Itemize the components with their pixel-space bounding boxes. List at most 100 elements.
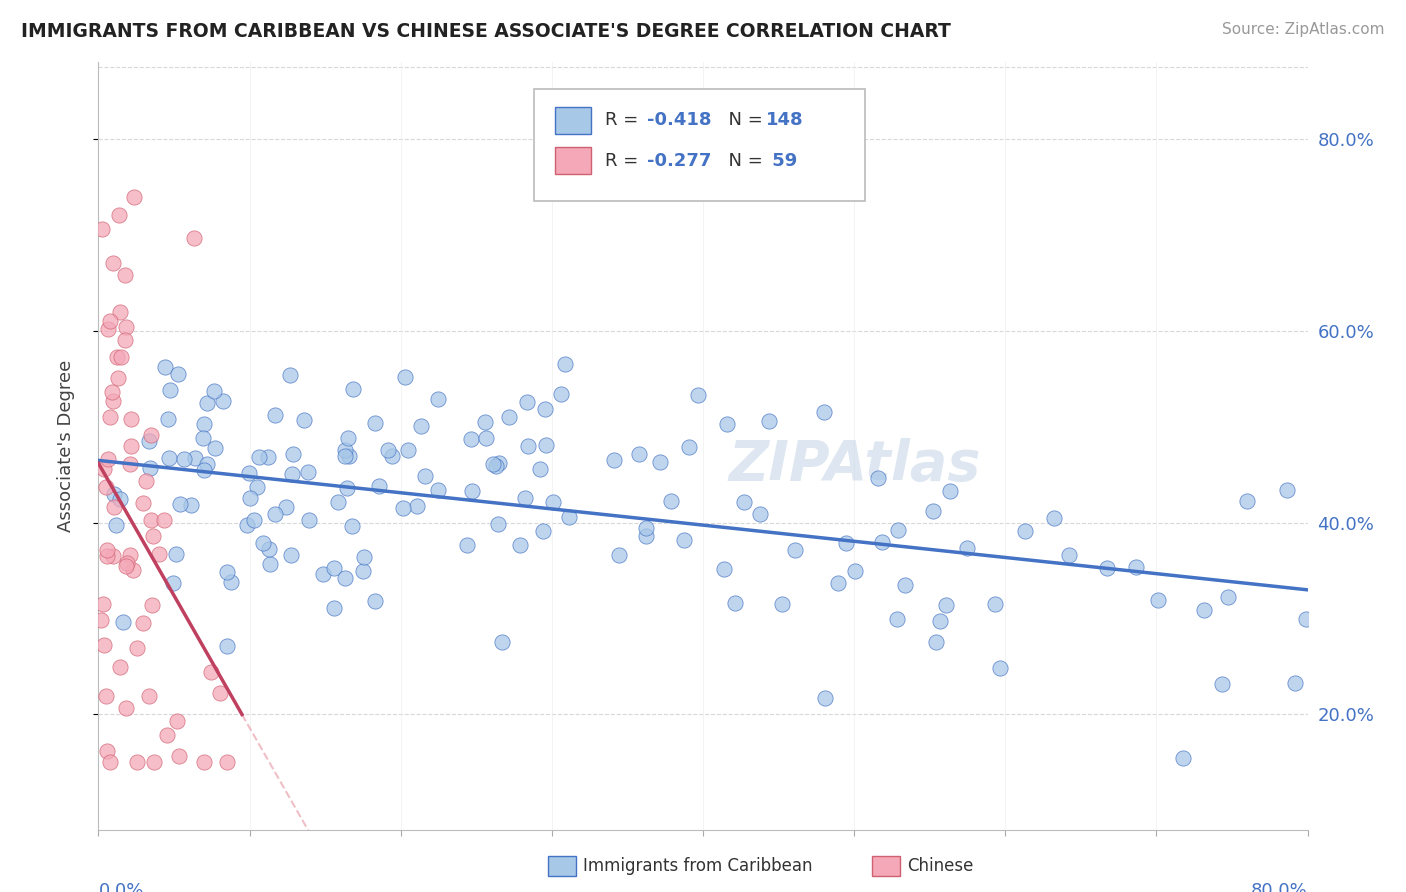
Point	[427, 392, 450, 407]
Point	[208, 686, 231, 700]
Point	[391, 501, 413, 516]
Point	[1043, 511, 1066, 525]
Point	[543, 494, 565, 508]
Point	[956, 541, 979, 555]
Point	[111, 615, 134, 629]
Point	[529, 461, 551, 475]
Point	[139, 428, 162, 442]
Point	[733, 495, 755, 509]
Point	[157, 412, 180, 426]
Point	[486, 517, 509, 532]
Point	[276, 500, 298, 514]
Text: R =: R =	[605, 152, 644, 169]
Point	[1194, 602, 1216, 616]
Text: -0.418: -0.418	[647, 112, 711, 129]
Point	[166, 714, 188, 728]
Point	[628, 447, 651, 461]
Point	[716, 417, 738, 431]
Point	[108, 491, 131, 506]
Point	[156, 728, 179, 742]
Point	[238, 466, 260, 480]
Point	[364, 594, 387, 608]
Point	[120, 457, 142, 471]
Point	[326, 495, 349, 509]
Point	[872, 535, 894, 549]
Point	[409, 418, 432, 433]
Point	[1216, 590, 1239, 604]
Point	[924, 635, 946, 649]
Point	[413, 468, 436, 483]
Point	[153, 513, 176, 527]
Point	[132, 496, 155, 510]
Point	[157, 450, 180, 465]
Point	[193, 431, 215, 445]
Point	[1057, 548, 1080, 562]
Point	[96, 452, 118, 467]
Point	[294, 413, 316, 427]
Point	[101, 255, 124, 269]
Text: IMMIGRANTS FROM CARIBBEAN VS CHINESE ASSOCIATE'S DEGREE CORRELATION CHART: IMMIGRANTS FROM CARIBBEAN VS CHINESE ASS…	[21, 22, 950, 41]
Point	[252, 535, 274, 549]
Point	[460, 432, 482, 446]
Point	[1173, 751, 1195, 765]
Point	[215, 639, 238, 653]
Point	[105, 518, 128, 533]
Point	[723, 596, 745, 610]
Point	[844, 564, 866, 578]
Point	[887, 523, 910, 537]
Point	[264, 408, 287, 422]
Point	[713, 562, 735, 576]
Point	[516, 394, 538, 409]
Point	[138, 690, 160, 704]
Point	[335, 442, 357, 457]
Text: Chinese: Chinese	[907, 857, 973, 875]
Point	[1095, 561, 1118, 575]
Point	[474, 430, 496, 444]
Point	[127, 641, 149, 656]
Point	[297, 465, 319, 479]
Point	[180, 498, 202, 512]
Point	[193, 417, 215, 431]
Text: 0.0%: 0.0%	[98, 882, 143, 892]
Point	[107, 371, 129, 385]
Point	[609, 548, 631, 562]
Point	[814, 690, 837, 705]
Point	[159, 383, 181, 397]
Point	[141, 598, 163, 612]
Point	[193, 756, 215, 770]
Point	[132, 616, 155, 631]
Point	[259, 557, 281, 571]
Point	[456, 538, 478, 552]
Text: R =: R =	[605, 112, 644, 129]
Point	[200, 665, 222, 679]
Point	[98, 314, 121, 328]
Point	[533, 402, 555, 417]
Point	[118, 548, 141, 562]
Point	[96, 549, 118, 564]
Point	[749, 507, 772, 521]
Point	[94, 689, 117, 703]
Point	[935, 598, 957, 612]
Point	[536, 437, 558, 451]
Point	[108, 305, 131, 319]
Point	[396, 442, 419, 457]
Point	[114, 334, 136, 348]
Point	[509, 538, 531, 552]
Text: 80.0%: 80.0%	[1251, 882, 1308, 892]
Point	[1014, 524, 1036, 538]
Point	[120, 439, 142, 453]
Point	[281, 447, 304, 461]
Point	[688, 388, 710, 402]
Point	[138, 434, 160, 448]
Text: ZIPAtlas: ZIPAtlas	[728, 438, 980, 492]
Point	[193, 463, 215, 477]
Point	[1147, 593, 1170, 607]
Y-axis label: Associate's Degree: Associate's Degree	[56, 359, 75, 533]
Point	[264, 507, 287, 521]
Point	[247, 450, 270, 465]
Point	[114, 268, 136, 282]
Point	[659, 494, 682, 508]
Point	[783, 542, 806, 557]
Point	[103, 549, 125, 564]
Point	[202, 384, 225, 398]
